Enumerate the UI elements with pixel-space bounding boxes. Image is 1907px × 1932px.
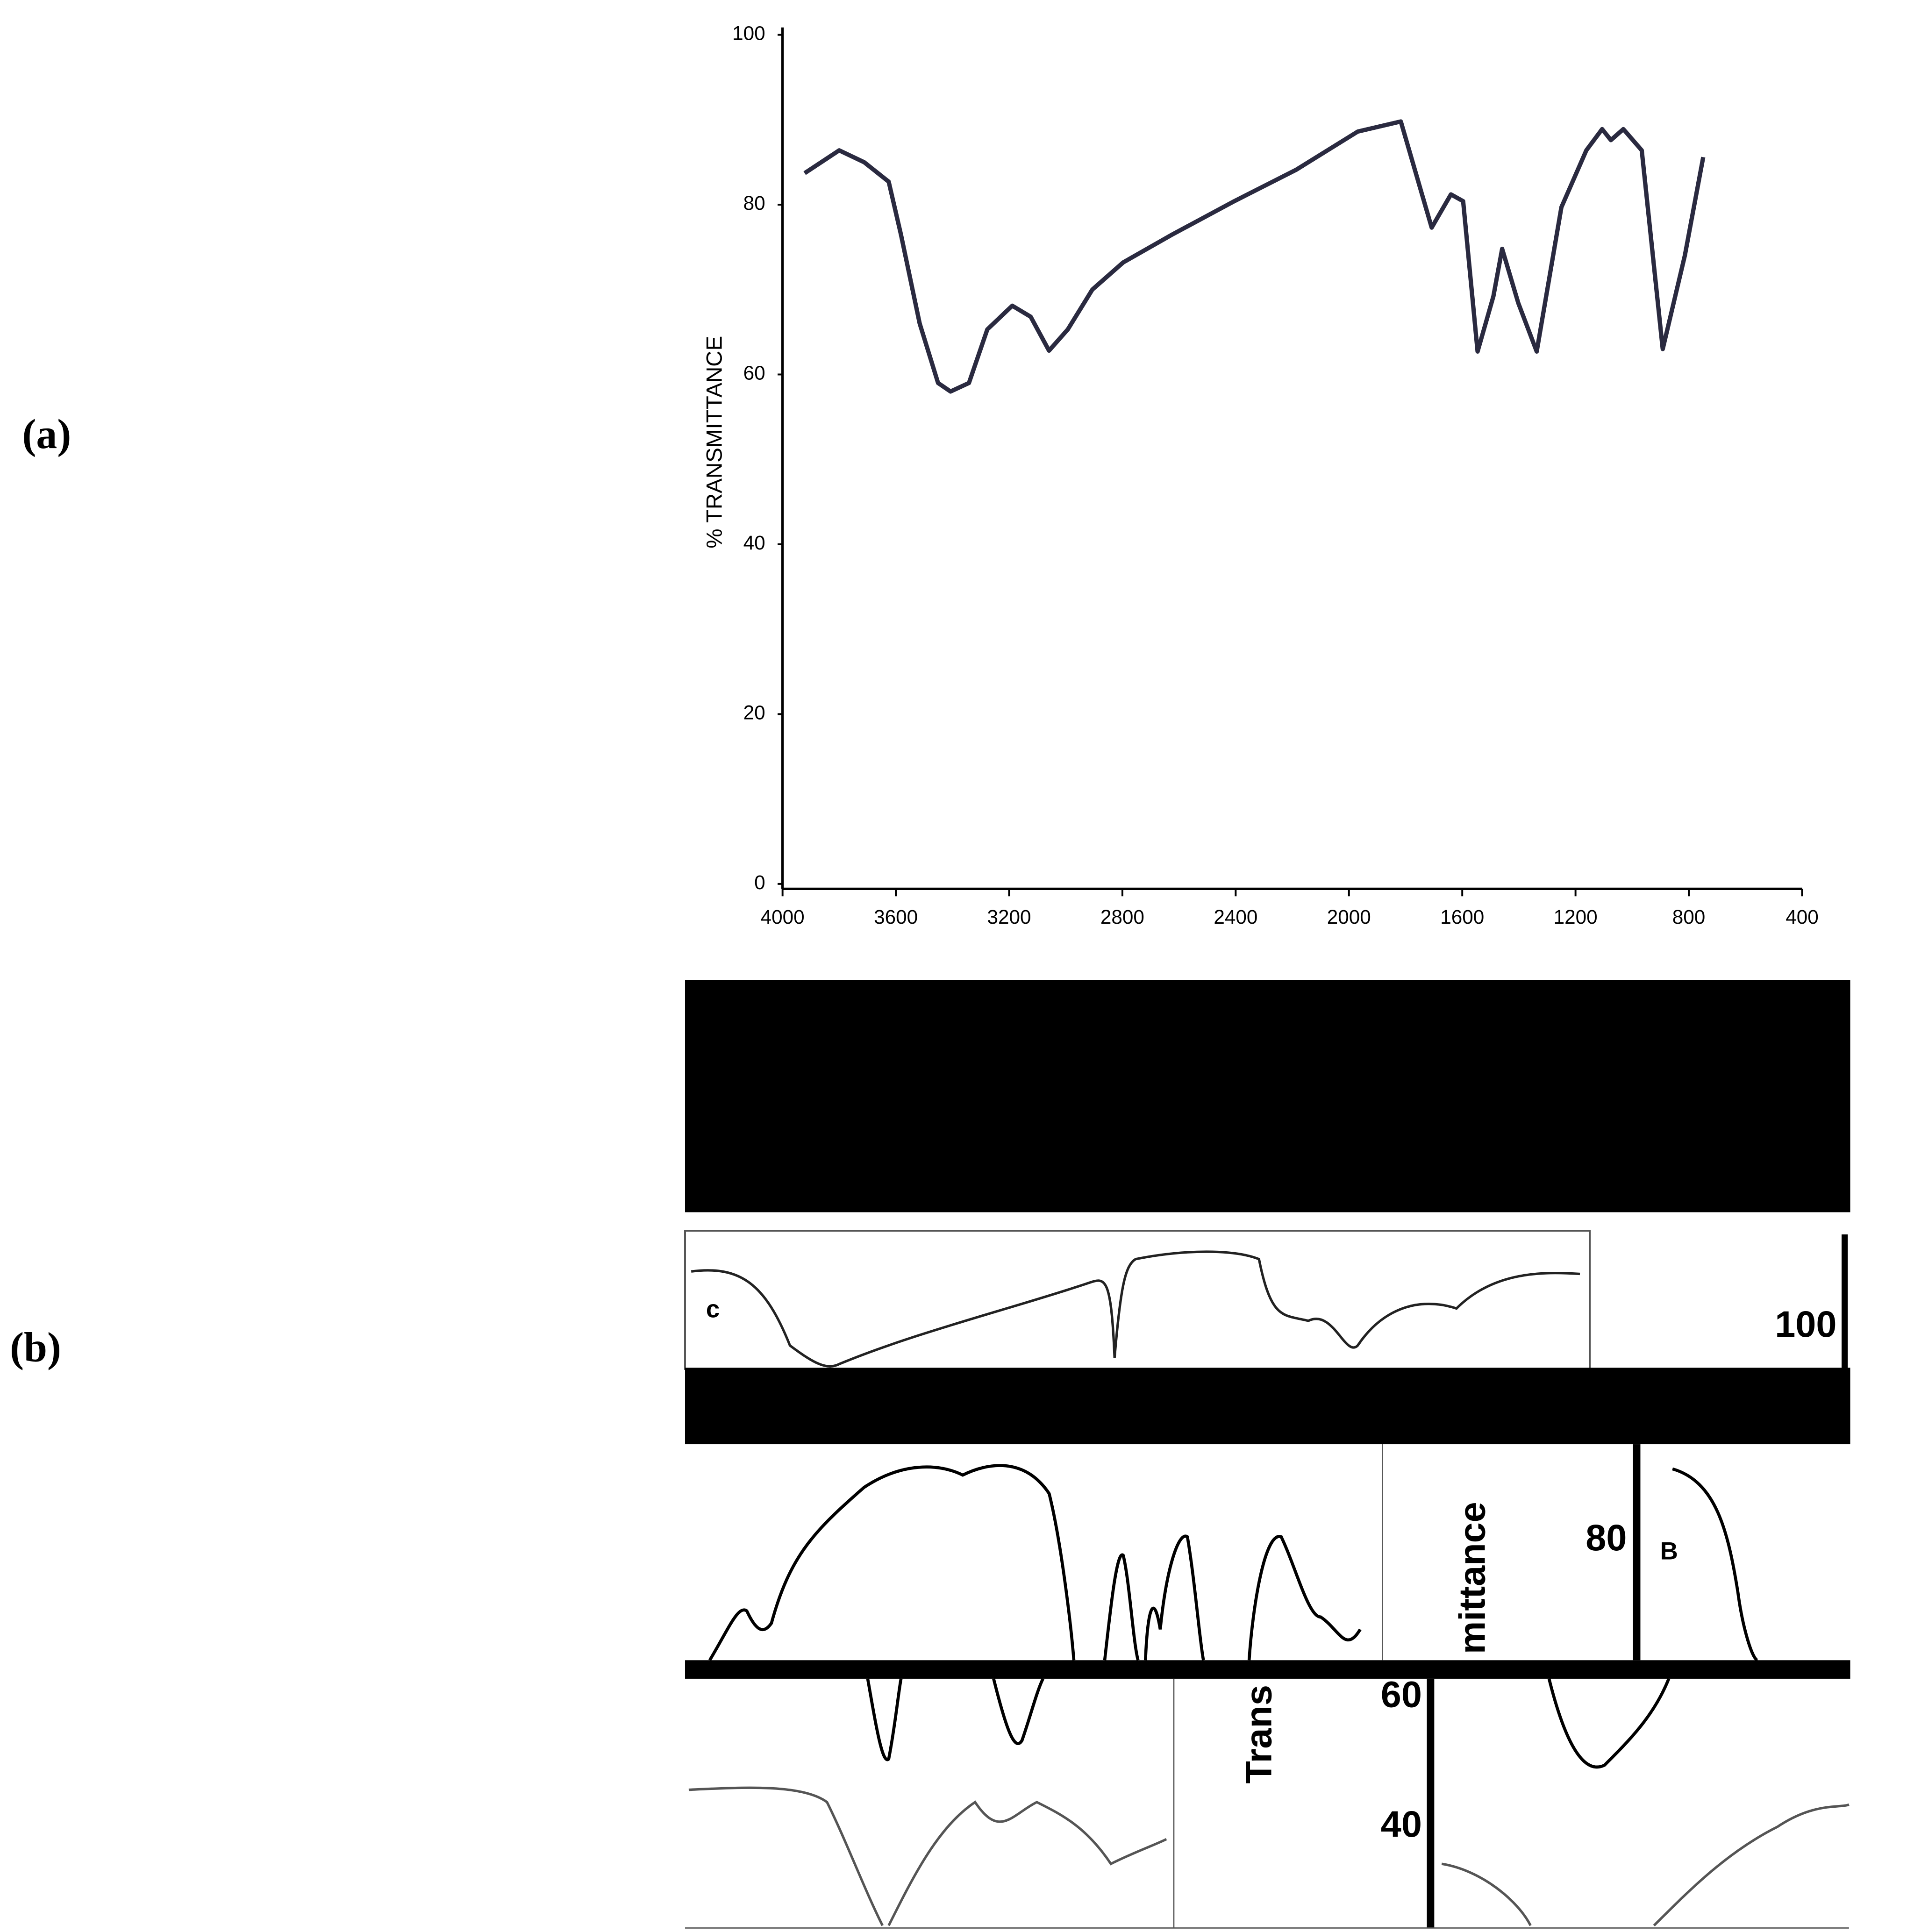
x-tick-label: 400 [1786,906,1819,928]
y-tick-label: 60 [743,362,765,384]
x-tick-label: 2400 [1214,906,1257,928]
y-tick-label: 80 [743,192,765,214]
fragment-text: 100 [1775,1303,1836,1345]
fragment-text: 60 [1381,1673,1422,1715]
fragment-curve [866,1678,1671,1769]
fragment-text: B [1660,1537,1678,1565]
y-tick-label: 40 [743,532,765,554]
fragment-text: mittance [1451,1502,1493,1654]
y-axis-label: % TRANSMITTANCE [702,336,727,549]
x-tick-label: 1200 [1554,906,1598,928]
fragment-curve [688,1786,1850,1927]
fragment-text: 40 [1381,1803,1422,1845]
x-tick-label: 2000 [1327,906,1371,928]
panel-label: (b) [10,1325,61,1371]
fragment-text: Trans [1237,1685,1279,1783]
x-tick-label: 3600 [874,906,918,928]
spectrum-line [803,119,1706,394]
fragment-text: 80 [1586,1517,1627,1558]
y-tick-label: 20 [743,702,765,724]
fragment-curve [708,1464,1362,1661]
black-bar [685,980,1850,1212]
panel-label: (a) [22,411,71,457]
y-tick-label: 0 [754,871,765,893]
fragment-curve [691,1250,1580,1368]
axis-fragment [1842,1234,1848,1370]
x-tick-label: 2800 [1100,906,1144,928]
x-tick-label: 1600 [1440,906,1484,928]
axis-fragment [1427,1678,1435,1928]
fragment-frame [684,1230,1591,1370]
y-tick-label: 100 [732,22,765,44]
fragment-curve [1672,1467,1758,1662]
x-tick-label: 800 [1672,906,1706,928]
black-bar [685,1660,1850,1679]
axis-fragment [1633,1444,1641,1661]
fragment-text: c [706,1296,720,1323]
collage: c 100 80 B mittance Trans 60 40 [684,980,1850,1929]
x-tick-label: 4000 [761,906,805,928]
black-bar [685,1368,1850,1445]
x-tick-label: 3200 [987,906,1031,928]
